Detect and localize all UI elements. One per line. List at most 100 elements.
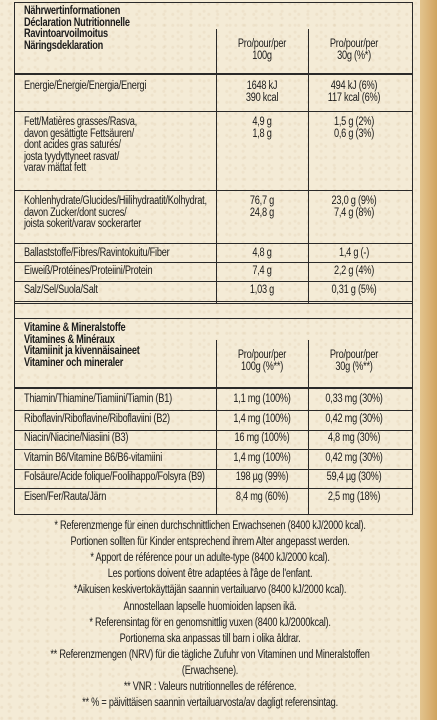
footnote-line: * Referenzmenge für einen durchschnittli… xyxy=(54,520,366,532)
value-30g: 117 kcal (6%) xyxy=(327,91,381,104)
value-30g: 1,5 g (2%) xyxy=(333,116,375,128)
column-header-30g: Pro/pour/per xyxy=(329,38,379,50)
value-30g: 1,4 g (-) xyxy=(338,247,370,259)
nutrient-label: Ballaststoffe/Fibres/Ravintokuitu/Fiber xyxy=(24,247,170,259)
nutrient-label: davon Zucker/dont sucres/ xyxy=(24,206,127,219)
vitamins-title: Vitamiinit ja kivennäisaineet xyxy=(24,345,140,358)
value-30g: 0,33 mg (30%) xyxy=(325,393,383,405)
value-100g: 24,8 g xyxy=(249,206,275,219)
row-divider xyxy=(14,410,412,411)
column-divider xyxy=(14,2,15,515)
row-divider xyxy=(14,111,412,112)
column-divider xyxy=(308,29,309,304)
row-divider xyxy=(14,318,412,319)
value-100g: 16 mg (100%) xyxy=(234,432,290,445)
vitamin-label: Eisen/Fer/Rauta/Järn xyxy=(24,491,107,503)
row-divider xyxy=(14,281,412,282)
footnote-line: Annostellaan lapselle huomioiden lapsen … xyxy=(123,600,297,613)
value-100g: 7,4 g xyxy=(252,265,272,277)
nutrient-label: joista sokerit/varav sockerarter xyxy=(24,218,142,231)
row-divider xyxy=(14,468,412,470)
vitamin-label: Vitamin B6/Vitamine B6/B6-vitamiini xyxy=(24,451,163,464)
column-divider xyxy=(412,2,413,515)
nutrition-panel xyxy=(0,0,420,720)
nutrient-label: Eiweiß/Protéines/Proteiini/Protein xyxy=(24,265,153,277)
row-divider xyxy=(14,262,412,263)
header-title: Déclaration Nutritionnelle xyxy=(24,16,130,29)
vitamin-label: Niacin/Niacine/Niasiini (B3) xyxy=(24,432,129,445)
column-divider xyxy=(308,340,309,514)
row-divider xyxy=(14,243,412,244)
value-30g: 7,4 g (8%) xyxy=(333,206,375,219)
row-divider xyxy=(14,301,412,302)
value-100g: 1,8 g xyxy=(252,127,272,140)
row-divider xyxy=(14,303,412,304)
footnote-line: * Apport de référence pour un adulte-typ… xyxy=(90,552,330,565)
column-header-100g: 100g xyxy=(252,49,272,62)
footnote-line: (Erwachsene). xyxy=(181,664,239,677)
value-30g: 2,2 g (4%) xyxy=(333,265,375,277)
footnote-line: Les portions doivent être adaptées à l'â… xyxy=(107,568,313,581)
row-divider xyxy=(14,429,412,431)
row-divider xyxy=(14,190,412,191)
header-title: Näringsdeklaration xyxy=(24,39,104,52)
column-header-100g: Pro/pour/per xyxy=(237,38,287,50)
value-100g: 1,03 g xyxy=(249,284,275,296)
column-header-30g: Pro/pour/per xyxy=(329,349,379,361)
footnote-line: * Referensintag för en genomsnittlig vux… xyxy=(89,616,331,629)
value-30g: 59,4 µg (30%) xyxy=(326,471,382,484)
column-divider xyxy=(216,340,217,514)
footnote-line: *Aikuisen keskivertokäyttäjän saannin ve… xyxy=(73,584,347,597)
value-100g: 1648 kJ xyxy=(246,80,278,92)
column-divider xyxy=(216,29,217,304)
column-header-100g: 100g (%**) xyxy=(240,360,284,373)
row-divider xyxy=(14,387,412,389)
value-100g: 8,4 mg (60%) xyxy=(235,491,289,503)
value-100g: 4,8 g xyxy=(252,247,272,259)
value-100g: 390 kcal xyxy=(245,91,279,104)
vitamin-label: Riboflavin/Riboflavine/Riboflaviini (B2) xyxy=(24,412,170,425)
nutrient-label: varav mättat fett xyxy=(24,162,86,175)
value-30g: 0,6 g (3%) xyxy=(333,127,375,140)
value-30g: 494 kJ (6%) xyxy=(330,80,378,92)
column-header-30g: 30g (%**) xyxy=(335,360,373,373)
row-divider xyxy=(14,2,412,3)
row-divider xyxy=(14,449,412,451)
nutrient-label: Fett/Matières grasses/Rasva, xyxy=(24,116,137,128)
package-edge xyxy=(420,0,437,720)
column-header-100g: Pro/pour/per xyxy=(237,349,287,361)
footnote-line: Portionen sollten für Kinder entsprechen… xyxy=(70,536,350,549)
nutrient-label: dont acides gras saturés/ xyxy=(24,139,121,152)
value-100g: 1,4 mg (100%) xyxy=(233,451,291,464)
vitamin-label: Folsäure/Acide folique/Foolihappo/Folsyr… xyxy=(24,471,205,484)
value-100g: 198 µg (99%) xyxy=(235,471,289,484)
footnote-line: ** % = päivittäisen saannin vertailuarvo… xyxy=(82,697,338,710)
nutrient-label: Kohlenhydrate/Glucides/Hiilihydraatit/Ko… xyxy=(24,195,207,207)
value-30g: 0,42 mg (30%) xyxy=(325,412,383,425)
vitamins-title: Vitamines & Minéraux xyxy=(24,333,115,346)
vitamins-title: Vitaminer och mineraler xyxy=(24,356,124,369)
nutrient-label: Energie/Énergie/Energia/Energi xyxy=(24,80,147,92)
vitamins-title: Vitamine & Mineralstoffe xyxy=(24,322,126,334)
row-divider xyxy=(14,514,412,515)
row-divider xyxy=(14,73,412,75)
value-30g: 2,5 mg (18%) xyxy=(327,491,381,503)
value-100g: 1,1 mg (100%) xyxy=(233,393,291,405)
nutrient-label: josta tyydyttyneet rasvat/ xyxy=(24,150,120,163)
value-30g: 23,0 g (9%) xyxy=(331,195,377,207)
row-divider xyxy=(14,488,412,490)
value-30g: 0,31 g (5%) xyxy=(331,284,377,296)
footnote-line: ** VNR : Valeurs nutritionnelles de réfé… xyxy=(123,681,297,693)
footnote-line: ** Referenzmengen (NRV) für die tägliche… xyxy=(50,648,370,661)
value-100g: 76,7 g xyxy=(249,195,275,207)
footnote-line: Portionerna ska anpassas till barn i oli… xyxy=(119,632,301,645)
header-title: Nährwertinformationen xyxy=(24,5,121,17)
value-100g: 1,4 mg (100%) xyxy=(233,412,291,425)
nutrient-label: Salz/Sel/Suola/Salt xyxy=(24,284,98,296)
nutrient-label: davon gesättigte Fettsäuren/ xyxy=(24,127,134,140)
header-title: Ravintoarvoilmoitus xyxy=(24,28,108,41)
value-100g: 4,9 g xyxy=(252,116,272,128)
value-30g: 4,8 mg (30%) xyxy=(327,432,381,445)
value-30g: 0,42 mg (30%) xyxy=(325,451,383,464)
vitamin-label: Thiamin/Thiamine/Tiamiini/Tiamin (B1) xyxy=(24,393,172,405)
